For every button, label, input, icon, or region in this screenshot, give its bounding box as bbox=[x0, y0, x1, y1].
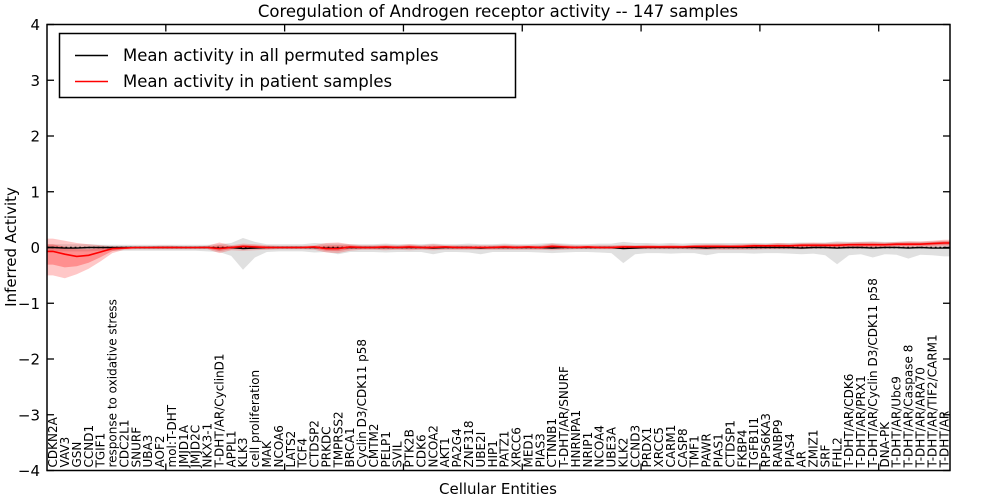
chart-title: Coregulation of Androgen receptor activi… bbox=[258, 2, 738, 21]
x-tick-label: PA2G4 bbox=[450, 428, 464, 467]
x-tick-label: PIAS1 bbox=[712, 433, 726, 467]
y-axis-label: Inferred Activity bbox=[2, 187, 20, 307]
x-tick-label: HIP1 bbox=[486, 440, 500, 467]
x-tick-label: T-DHT/AR/TIF2/CARM1 bbox=[925, 334, 939, 468]
legend-box bbox=[58, 32, 517, 99]
legend-entry-patient: Mean activity in patient samples bbox=[75, 72, 392, 91]
x-tick-label: LATS2 bbox=[284, 431, 298, 468]
x-tick-label: VAV3 bbox=[58, 437, 72, 468]
x-tick-label: T-DHT/AR/PRX1 bbox=[854, 375, 868, 468]
x-tick-label: NKX3-1 bbox=[201, 423, 215, 468]
x-tick-label: APPL1 bbox=[224, 430, 238, 467]
x-tick-label: CDKN2A bbox=[46, 416, 60, 467]
y-tick-label: −2 bbox=[18, 351, 40, 369]
x-tick-label: RANBP9 bbox=[771, 419, 785, 467]
x-tick-label: UBE3A bbox=[605, 426, 619, 467]
x-tick-label: XRCC5 bbox=[652, 427, 666, 467]
x-tick-label: CCND1 bbox=[82, 425, 96, 468]
x-tick-label: JMJD1A bbox=[177, 424, 191, 468]
x-tick-label: TMPRSS2 bbox=[331, 411, 345, 468]
x-tick-label: CTNNB1 bbox=[545, 418, 559, 468]
patient-mean-line bbox=[47, 242, 950, 258]
y-tick-label: 3 bbox=[30, 72, 40, 90]
x-tick-label: ZNF318 bbox=[462, 420, 476, 467]
x-tick-label: mol:T-DHT bbox=[165, 404, 179, 467]
x-tick-label: PRKDC bbox=[319, 426, 333, 467]
x-tick-label: T-DHT/AR/CyclinD1 bbox=[213, 353, 227, 468]
x-tick-label: Cyclin D3/CDK11 p58 bbox=[355, 339, 369, 468]
x-tick-label: cell proliferation bbox=[248, 370, 262, 468]
y-tick-label: 1 bbox=[30, 183, 40, 201]
legend-label-permuted: Mean activity in all permuted samples bbox=[123, 46, 439, 65]
y-tick-label: 2 bbox=[30, 128, 40, 146]
y-tick-label: 0 bbox=[30, 239, 40, 257]
y-tick-label: −1 bbox=[18, 295, 40, 313]
x-tick-label: PTK2B bbox=[403, 429, 417, 467]
x-tick-label: T-DHT/AR/Ubc9 bbox=[890, 376, 904, 468]
x-tick-label: CASP8 bbox=[676, 428, 690, 467]
x-tick-label: PELP1 bbox=[379, 431, 393, 467]
x-tick-label: CDC2L1 bbox=[117, 420, 131, 468]
legend: Mean activity in all permuted samples Me… bbox=[58, 32, 517, 99]
x-tick-label: response to oxidative stress bbox=[106, 299, 120, 467]
x-tick-label: RPS6KA3 bbox=[759, 413, 773, 467]
y-tick-label: −4 bbox=[18, 462, 40, 480]
x-tick-label: CMTM2 bbox=[367, 423, 381, 467]
x-tick-label: CTDSP2 bbox=[308, 420, 322, 467]
x-tick-label: FHL2 bbox=[830, 437, 844, 467]
x-tick-label: MED1 bbox=[521, 433, 535, 468]
x-tick-label: SVIL bbox=[391, 441, 405, 467]
x-tick-label: NCOA2 bbox=[426, 425, 440, 467]
x-tick-label: T-DHT/AR/CDK6 bbox=[842, 374, 856, 469]
x-tick-label: T-DHT/AR/Caspase 8 bbox=[902, 345, 916, 469]
x-tick-label: GSN bbox=[70, 442, 84, 468]
patient-band-outer bbox=[47, 238, 950, 279]
x-tick-label: KLK3 bbox=[236, 437, 250, 467]
x-tick-label: KLK2 bbox=[617, 437, 631, 467]
x-tick-label: FKBP4 bbox=[735, 430, 749, 468]
legend-entry-permuted: Mean activity in all permuted samples bbox=[75, 46, 439, 65]
x-tick-label: AOF2 bbox=[153, 436, 167, 468]
x-tick-label: HNRNPA1 bbox=[569, 410, 583, 468]
x-tick-label: AR bbox=[795, 451, 809, 468]
x-tick-label: ZMIZ1 bbox=[807, 430, 821, 468]
x-tick-label: T-DHT/AR/Cyclin D3/CDK11 p58 bbox=[866, 278, 880, 468]
x-tick-label: TGFB1I1 bbox=[747, 417, 761, 469]
x-axis-label: Cellular Entities bbox=[439, 480, 557, 498]
x-tick-label: TGIF1 bbox=[94, 433, 108, 469]
x-tick-label: DNA-PK bbox=[878, 421, 892, 468]
x-tick-label: T-DHT/AR/ARA70 bbox=[914, 367, 928, 468]
x-tick-label: SNURF bbox=[129, 427, 143, 468]
x-tick-label: MAK bbox=[260, 440, 274, 468]
x-tick-label: XRCC6 bbox=[510, 427, 524, 467]
legend-label-patient: Mean activity in patient samples bbox=[123, 72, 392, 91]
x-tick-label: PIAS3 bbox=[533, 433, 547, 467]
x-tick-label: AKT1 bbox=[438, 437, 452, 467]
x-tick-label: NRIP1 bbox=[581, 432, 595, 468]
x-tick-label: TMF1 bbox=[688, 435, 702, 468]
x-tick-label: T-DHT/AR bbox=[937, 411, 951, 469]
x-tick-label: JMJD2C bbox=[189, 425, 203, 469]
x-tick-label: CARM1 bbox=[664, 425, 678, 468]
x-tick-label: BRCA1 bbox=[343, 427, 357, 467]
y-tick-label: −3 bbox=[18, 406, 40, 424]
y-tick-label: 4 bbox=[30, 16, 40, 34]
x-tick-label: T-DHT/AR/SNURF bbox=[557, 366, 571, 469]
x-tick-label: NCOA4 bbox=[593, 425, 607, 467]
x-tick-label: PATZ1 bbox=[498, 431, 512, 468]
x-tick-label: UBA3 bbox=[141, 435, 155, 468]
x-tick-label: PAWR bbox=[700, 433, 714, 467]
x-tick-label: CDK6 bbox=[415, 434, 429, 467]
x-tick-label: SRF bbox=[818, 445, 832, 468]
x-tick-label: CCND3 bbox=[628, 425, 642, 468]
x-tick-label: CTDSP1 bbox=[723, 420, 737, 467]
x-tick-label: PIAS4 bbox=[783, 433, 797, 467]
x-tick-label: PRDX1 bbox=[640, 427, 654, 468]
x-tick-label: TCF4 bbox=[296, 438, 310, 469]
x-tick-label: NCOA6 bbox=[272, 425, 286, 467]
x-tick-label: UBE2I bbox=[474, 432, 488, 468]
